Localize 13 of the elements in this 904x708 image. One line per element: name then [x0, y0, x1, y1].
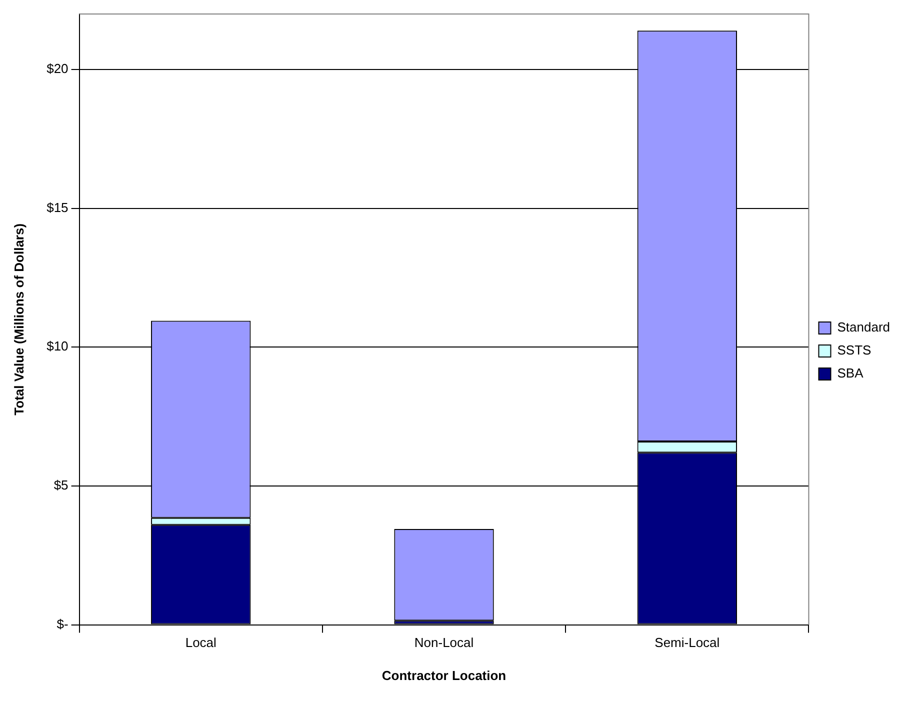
- legend-label: SBA: [837, 366, 864, 381]
- y-tick-label: $20: [46, 61, 68, 76]
- legend-label: SSTS: [837, 342, 872, 358]
- x-axis-title: Contractor Location: [382, 668, 506, 683]
- y-tick-label: $15: [46, 200, 68, 215]
- y-tick-label: $-: [56, 616, 68, 632]
- x-tick-label: Local: [185, 635, 217, 650]
- y-tick-label: $5: [54, 478, 68, 493]
- y-tick-label: $10: [46, 338, 68, 354]
- y-axis-title: Total Value (Millions of Dollars): [11, 223, 26, 416]
- x-tick-label: Non-Local: [414, 635, 474, 650]
- x-tick-label: Semi-Local: [654, 635, 720, 650]
- legend-label: Standard: [837, 320, 890, 335]
